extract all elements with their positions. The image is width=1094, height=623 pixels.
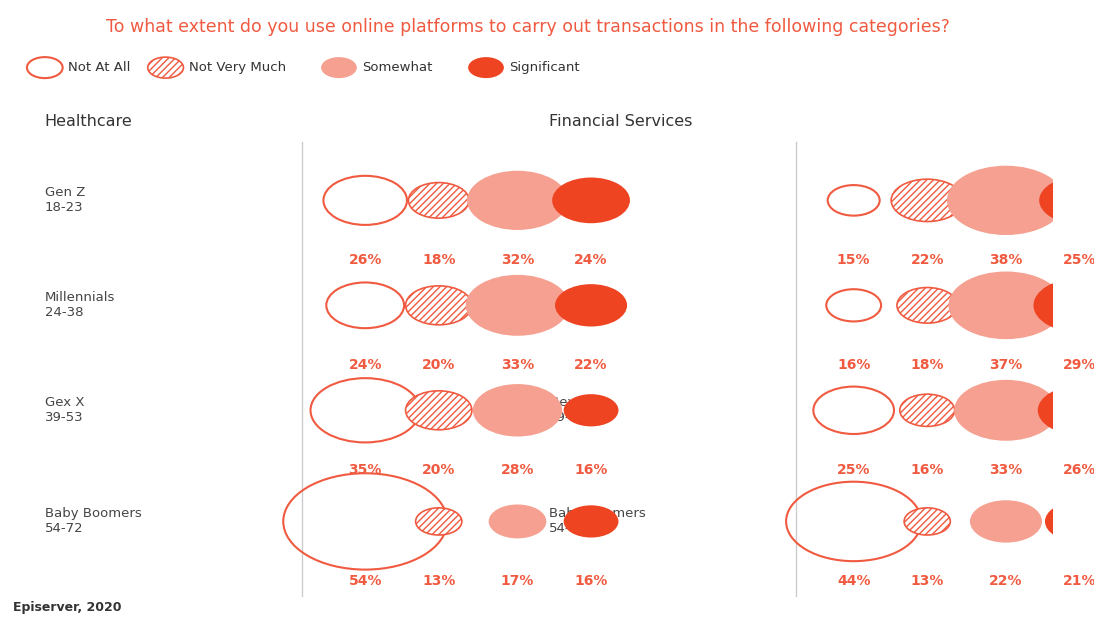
Text: 33%: 33% [989, 463, 1023, 477]
Circle shape [416, 508, 462, 535]
Text: 37%: 37% [989, 358, 1023, 372]
Text: 20%: 20% [422, 463, 455, 477]
Text: Millennials
24-38: Millennials 24-38 [549, 292, 619, 320]
Text: 22%: 22% [574, 358, 608, 372]
Circle shape [406, 391, 472, 430]
Text: 16%: 16% [574, 574, 608, 588]
Circle shape [1045, 501, 1094, 542]
Text: 32%: 32% [501, 253, 534, 267]
Circle shape [466, 275, 569, 336]
Circle shape [899, 394, 955, 426]
Text: Baby Boomers
54-72: Baby Boomers 54-72 [45, 507, 141, 535]
Circle shape [555, 284, 627, 326]
Text: 17%: 17% [501, 574, 534, 588]
Text: 25%: 25% [837, 463, 871, 477]
Text: Episerver, 2020: Episerver, 2020 [13, 601, 121, 614]
Text: 18%: 18% [422, 253, 455, 267]
Text: Financial Services: Financial Services [549, 115, 693, 130]
Text: Gen Z
18-23: Gen Z 18-23 [45, 186, 85, 214]
Circle shape [948, 272, 1063, 339]
Text: 54%: 54% [349, 574, 382, 588]
Text: 24%: 24% [349, 358, 382, 372]
Circle shape [468, 57, 504, 78]
Text: 26%: 26% [349, 253, 382, 267]
Circle shape [904, 508, 951, 535]
Text: 20%: 20% [422, 358, 455, 372]
Text: 16%: 16% [574, 463, 608, 477]
Circle shape [489, 505, 546, 538]
Text: 25%: 25% [1062, 253, 1094, 267]
Circle shape [1034, 278, 1094, 333]
Circle shape [148, 57, 184, 78]
Text: 21%: 21% [1062, 574, 1094, 588]
Circle shape [1038, 386, 1094, 435]
Text: To what extent do you use online platforms to carry out transactions in the foll: To what extent do you use online platfor… [106, 18, 950, 36]
Circle shape [892, 179, 963, 222]
Circle shape [467, 171, 568, 230]
Circle shape [947, 166, 1064, 235]
Circle shape [563, 394, 618, 426]
Text: Gex X
39-53: Gex X 39-53 [45, 396, 84, 424]
Text: 15%: 15% [837, 253, 871, 267]
Text: 13%: 13% [910, 574, 944, 588]
Circle shape [897, 288, 957, 323]
Text: 26%: 26% [1063, 463, 1094, 477]
Circle shape [563, 505, 618, 538]
Text: 13%: 13% [422, 574, 455, 588]
Circle shape [406, 286, 472, 325]
Text: 24%: 24% [574, 253, 608, 267]
Circle shape [954, 380, 1058, 440]
Text: Not Very Much: Not Very Much [189, 61, 286, 74]
Text: 44%: 44% [837, 574, 871, 588]
Text: 16%: 16% [910, 463, 944, 477]
Text: 22%: 22% [910, 253, 944, 267]
Text: 22%: 22% [989, 574, 1023, 588]
Text: Gen Z
18-23: Gen Z 18-23 [549, 186, 590, 214]
Text: Somewhat: Somewhat [362, 61, 432, 74]
Text: 38%: 38% [989, 253, 1023, 267]
Text: Healthcare: Healthcare [45, 115, 132, 130]
Text: 33%: 33% [501, 358, 534, 372]
Circle shape [473, 384, 562, 437]
Text: Baby Boomers
54-72: Baby Boomers 54-72 [549, 507, 645, 535]
Text: Not At All: Not At All [68, 61, 130, 74]
Text: 29%: 29% [1063, 358, 1094, 372]
Circle shape [970, 500, 1041, 543]
Text: 18%: 18% [910, 358, 944, 372]
Text: 35%: 35% [349, 463, 382, 477]
Circle shape [552, 178, 630, 223]
Circle shape [1039, 177, 1094, 224]
Circle shape [321, 57, 357, 78]
Text: 16%: 16% [837, 358, 871, 372]
Text: Gex X
39-53: Gex X 39-53 [549, 396, 589, 424]
Text: Millennials
24-38: Millennials 24-38 [45, 292, 115, 320]
Circle shape [408, 183, 469, 218]
Text: 28%: 28% [501, 463, 534, 477]
Text: Significant: Significant [509, 61, 580, 74]
